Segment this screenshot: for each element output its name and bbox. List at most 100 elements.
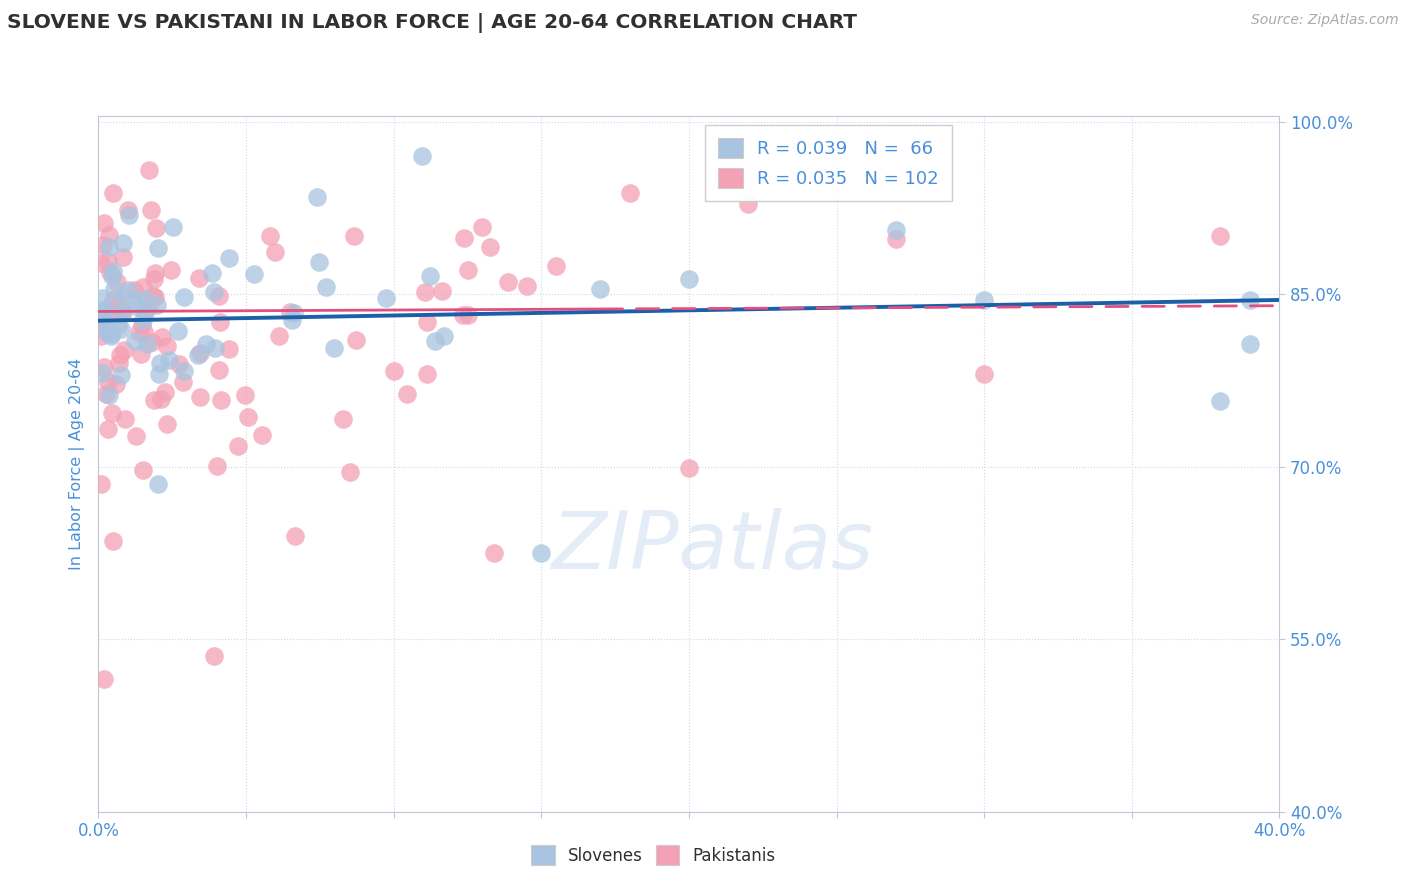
Point	[112, 343, 135, 357]
Point	[218, 251, 240, 265]
Point	[453, 230, 475, 244]
Point	[479, 240, 502, 254]
Point	[496, 276, 519, 290]
Point	[100, 328, 122, 343]
Point	[114, 412, 136, 426]
Point	[205, 458, 228, 473]
Point	[162, 219, 184, 234]
Point	[201, 267, 224, 281]
Point	[104, 304, 127, 318]
Point	[97, 253, 120, 268]
Point	[110, 348, 132, 362]
Point	[142, 271, 165, 285]
Point	[105, 275, 128, 289]
Point	[515, 279, 537, 293]
Point	[411, 149, 433, 163]
Point	[228, 439, 250, 453]
Point	[208, 362, 231, 376]
Point	[90, 292, 112, 306]
Point	[141, 334, 163, 349]
Point	[315, 280, 337, 294]
Point	[131, 318, 153, 332]
Point	[111, 251, 134, 265]
Point	[149, 356, 172, 370]
Point	[451, 308, 474, 322]
Point	[93, 360, 115, 375]
Point	[188, 270, 211, 285]
Point	[101, 186, 124, 200]
Point	[101, 406, 124, 420]
Point	[457, 308, 479, 322]
Point	[132, 280, 155, 294]
Point	[269, 328, 291, 343]
Point	[90, 477, 112, 491]
Point	[238, 410, 260, 425]
Point	[117, 283, 139, 297]
Point	[283, 305, 305, 319]
Point	[208, 289, 231, 303]
Point	[93, 673, 115, 687]
Point	[107, 356, 129, 370]
Point	[118, 208, 141, 222]
Point	[419, 268, 441, 283]
Point	[884, 232, 907, 246]
Point	[194, 336, 217, 351]
Point	[544, 259, 567, 273]
Point	[280, 313, 302, 327]
Point	[589, 282, 612, 296]
Legend: Slovenes, Pakistanis: Slovenes, Pakistanis	[523, 837, 785, 873]
Point	[173, 290, 195, 304]
Point	[132, 463, 155, 477]
Point	[457, 263, 479, 277]
Point	[243, 267, 266, 281]
Point	[209, 392, 232, 407]
Point	[96, 326, 118, 341]
Point	[188, 345, 211, 359]
Point	[619, 186, 641, 200]
Point	[343, 228, 366, 243]
Point	[98, 239, 121, 253]
Point	[110, 302, 132, 317]
Point	[284, 529, 307, 543]
Point	[100, 326, 122, 341]
Point	[146, 241, 169, 255]
Point	[484, 546, 506, 560]
Point	[107, 318, 129, 332]
Point	[101, 264, 124, 278]
Point	[307, 190, 329, 204]
Point	[188, 390, 211, 404]
Point	[142, 289, 165, 303]
Point	[382, 364, 405, 378]
Point	[204, 341, 226, 355]
Text: SLOVENE VS PAKISTANI IN LABOR FORCE | AGE 20-64 CORRELATION CHART: SLOVENE VS PAKISTANI IN LABOR FORCE | AG…	[7, 13, 858, 33]
Point	[148, 367, 170, 381]
Point	[153, 385, 176, 400]
Point	[100, 268, 122, 283]
Point	[90, 256, 112, 270]
Point	[138, 163, 160, 178]
Point	[259, 229, 281, 244]
Point	[146, 477, 169, 491]
Point	[530, 546, 553, 560]
Point	[471, 219, 494, 234]
Point	[433, 329, 456, 343]
Point	[250, 427, 273, 442]
Point	[423, 334, 446, 349]
Point	[135, 337, 157, 351]
Point	[1209, 394, 1232, 409]
Point	[172, 376, 194, 390]
Point	[1209, 228, 1232, 243]
Point	[135, 292, 157, 306]
Point	[125, 293, 148, 308]
Point	[134, 306, 156, 320]
Point	[145, 298, 167, 312]
Point	[346, 333, 368, 347]
Point	[101, 534, 124, 549]
Point	[145, 290, 167, 304]
Point	[160, 263, 183, 277]
Point	[129, 346, 152, 360]
Point	[323, 341, 346, 355]
Point	[108, 297, 131, 311]
Point	[110, 322, 132, 336]
Point	[263, 245, 285, 260]
